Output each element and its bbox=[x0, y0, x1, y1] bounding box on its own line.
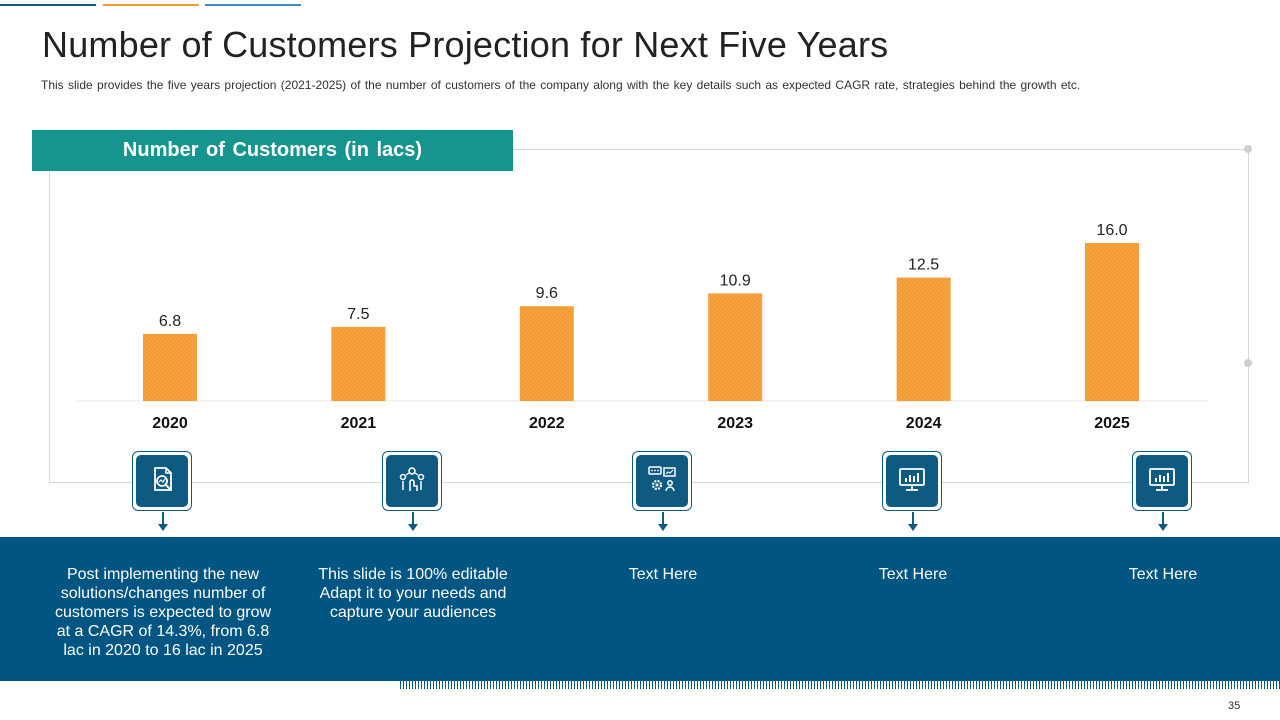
category-label-2022: 2022 bbox=[529, 415, 565, 432]
connector-line bbox=[662, 512, 664, 526]
decorative-stripes bbox=[400, 681, 1280, 689]
accent-line-orange bbox=[103, 4, 199, 6]
icon-card-4 bbox=[882, 451, 942, 511]
down-arrow-icon bbox=[158, 524, 168, 531]
bar-2022 bbox=[519, 306, 574, 401]
down-arrow-icon bbox=[408, 524, 418, 531]
frame-right-line bbox=[1248, 149, 1249, 483]
connector-line bbox=[912, 512, 914, 526]
bar-2025 bbox=[1085, 243, 1139, 401]
team-network-icon bbox=[397, 464, 427, 499]
accent-line-navy bbox=[0, 4, 96, 6]
category-label-2023: 2023 bbox=[717, 415, 753, 432]
frame-dot-mid bbox=[1244, 359, 1252, 367]
connector-line bbox=[412, 512, 414, 526]
bar-chart: 6.8 2020 7.5 2021 9.6 2022 10.9 2023 12.5 2024 16.… bbox=[76, 222, 1208, 432]
bar-2020 bbox=[143, 333, 197, 401]
bar-2021 bbox=[331, 326, 386, 401]
accent-line-blue bbox=[205, 4, 301, 6]
chart-header: Number of Customers (in lacs) bbox=[32, 130, 513, 171]
frame-top-line bbox=[513, 149, 1248, 150]
search-report-icon bbox=[147, 464, 177, 499]
monitor-chart-icon bbox=[1147, 464, 1177, 499]
value-label-2020: 6.8 bbox=[159, 313, 181, 330]
info-text-4: Text Here bbox=[878, 566, 948, 583]
frame-dot-top bbox=[1244, 145, 1252, 153]
slide-subtitle: This slide provides the five years proje… bbox=[41, 78, 1081, 92]
value-label-2023: 10.9 bbox=[720, 272, 751, 289]
value-label-2021: 7.5 bbox=[347, 306, 369, 323]
info-text-1: Post implementing the new solutions/chan… bbox=[54, 566, 272, 659]
info-text-2: This slide is 100% editable Adapt it to … bbox=[318, 566, 508, 621]
connector-line bbox=[1162, 512, 1164, 526]
category-label-2021: 2021 bbox=[341, 415, 377, 432]
bar-2024 bbox=[896, 277, 951, 401]
icon-card-1 bbox=[132, 451, 192, 511]
bar-2023 bbox=[708, 293, 763, 401]
category-label-2020: 2020 bbox=[152, 415, 188, 432]
icon-card-5 bbox=[1132, 451, 1192, 511]
icon-card-2 bbox=[382, 451, 442, 511]
down-arrow-icon bbox=[908, 524, 918, 531]
category-label-2024: 2024 bbox=[906, 415, 942, 432]
value-label-2024: 12.5 bbox=[908, 257, 939, 274]
category-label-2025: 2025 bbox=[1094, 415, 1130, 432]
page-number: 35 bbox=[1228, 700, 1241, 712]
value-label-2022: 9.6 bbox=[536, 285, 558, 302]
icon-card-3 bbox=[632, 451, 692, 511]
value-label-2025: 16.0 bbox=[1096, 222, 1127, 239]
info-text-5: Text Here bbox=[1128, 566, 1198, 583]
settings-analytics-icon bbox=[646, 464, 678, 499]
info-text-3: Text Here bbox=[628, 566, 698, 583]
monitor-chart-icon bbox=[897, 464, 927, 499]
slide-title: Number of Customers Projection for Next … bbox=[42, 24, 889, 65]
info-band bbox=[0, 537, 1280, 681]
down-arrow-icon bbox=[658, 524, 668, 531]
connector-line bbox=[162, 512, 164, 526]
down-arrow-icon bbox=[1158, 524, 1168, 531]
